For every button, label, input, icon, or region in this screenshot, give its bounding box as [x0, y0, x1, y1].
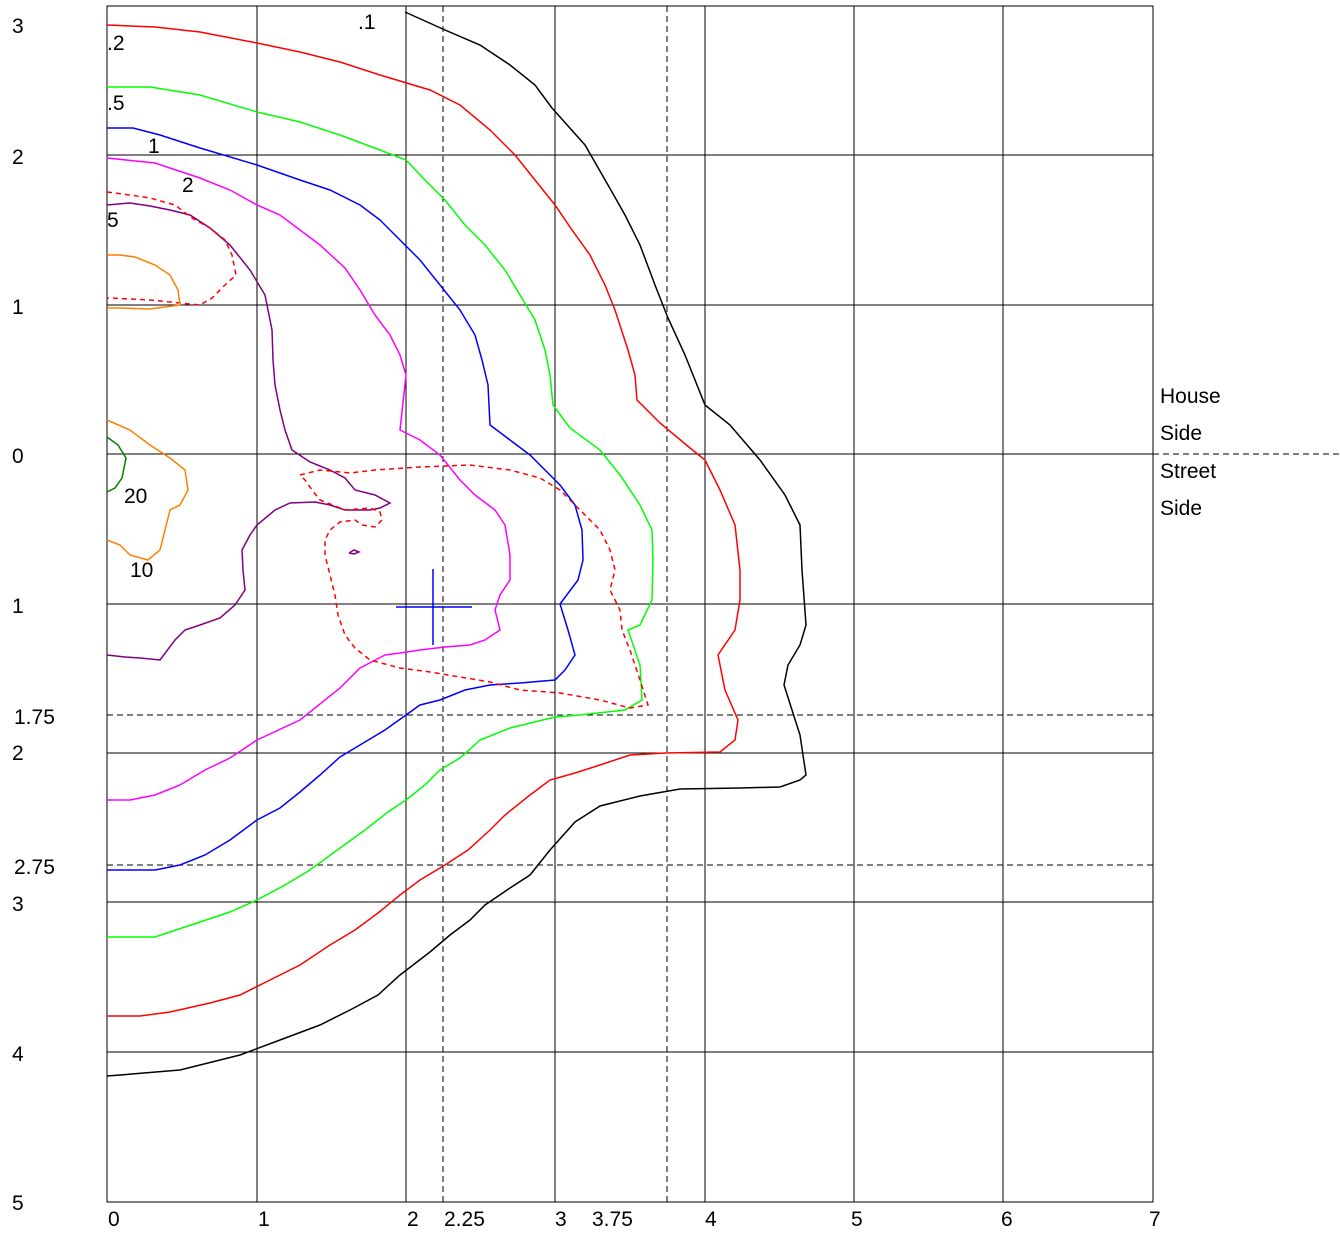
x-tick-label: 7 — [1149, 1208, 1161, 1231]
y-tick-label: 3 — [12, 15, 24, 38]
y-tick-label: 0 — [12, 445, 24, 468]
contour-label-0-1: .1 — [358, 11, 376, 34]
x-tick-label: 4 — [705, 1208, 717, 1231]
contour-10 — [107, 254, 181, 310]
contour-label-2: 2 — [182, 174, 194, 197]
side-labels: House Side Street Side — [1160, 385, 1221, 520]
y-tick-label: 1.75 — [14, 706, 55, 729]
contour-label-10: 10 — [130, 559, 153, 582]
y-axis-labels: 3 2 1 0 1 1.75 2 2.75 3 4 5 — [12, 15, 55, 1215]
house-side-label-line2: Side — [1160, 422, 1202, 445]
y-tick-label: 2.75 — [14, 856, 55, 879]
y-tick-label: 2 — [12, 742, 24, 765]
x-axis-labels: 0 1 2 2.25 3 3.75 4 5 6 7 — [108, 1208, 1161, 1231]
contour-0-1 — [106, 11, 807, 1077]
contour-5-island — [348, 549, 362, 555]
contour-labels: .1 .2 .5 1 2 5 20 10 — [107, 11, 376, 582]
x-tick-label: 1 — [258, 1208, 270, 1231]
x-tick-label: 0 — [108, 1208, 120, 1231]
x-tick-label: 2 — [407, 1208, 419, 1231]
contour-5-dashed-b — [299, 464, 649, 709]
y-tick-label: 1 — [12, 296, 24, 319]
contour-5-dashed — [106, 191, 237, 306]
contour-label-20: 20 — [124, 485, 147, 508]
contour-2 — [106, 157, 511, 801]
contour-0-2 — [106, 24, 741, 1017]
contour-20 — [106, 436, 127, 493]
source-marker — [396, 569, 472, 645]
x-tick-label: 2.25 — [444, 1208, 485, 1231]
x-tick-label: 3.75 — [592, 1208, 633, 1231]
street-side-label-line1: Street — [1160, 460, 1216, 483]
contour-label-5: 5 — [107, 209, 119, 232]
contour-label-0-2: .2 — [107, 32, 125, 55]
x-tick-label: 6 — [1001, 1208, 1013, 1231]
reference-lines — [107, 6, 1340, 1202]
contour-10-b — [106, 419, 189, 561]
contour-label-1: 1 — [148, 135, 160, 158]
contour-5 — [106, 202, 392, 661]
y-tick-label: 1 — [12, 595, 24, 618]
y-tick-label: 2 — [12, 146, 24, 169]
contour-label-0-5: .5 — [107, 92, 125, 115]
x-tick-label: 5 — [851, 1208, 863, 1231]
contour-1 — [107, 127, 584, 871]
x-tick-label: 3 — [555, 1208, 567, 1231]
y-tick-label: 4 — [12, 1043, 24, 1066]
y-tick-label: 5 — [12, 1192, 24, 1215]
house-side-label-line1: House — [1160, 385, 1221, 408]
y-tick-label: 3 — [12, 893, 24, 916]
contours — [106, 11, 807, 1077]
grid — [106, 5, 1154, 1203]
contour-0-5 — [107, 86, 654, 938]
street-side-label-line2: Side — [1160, 497, 1202, 520]
